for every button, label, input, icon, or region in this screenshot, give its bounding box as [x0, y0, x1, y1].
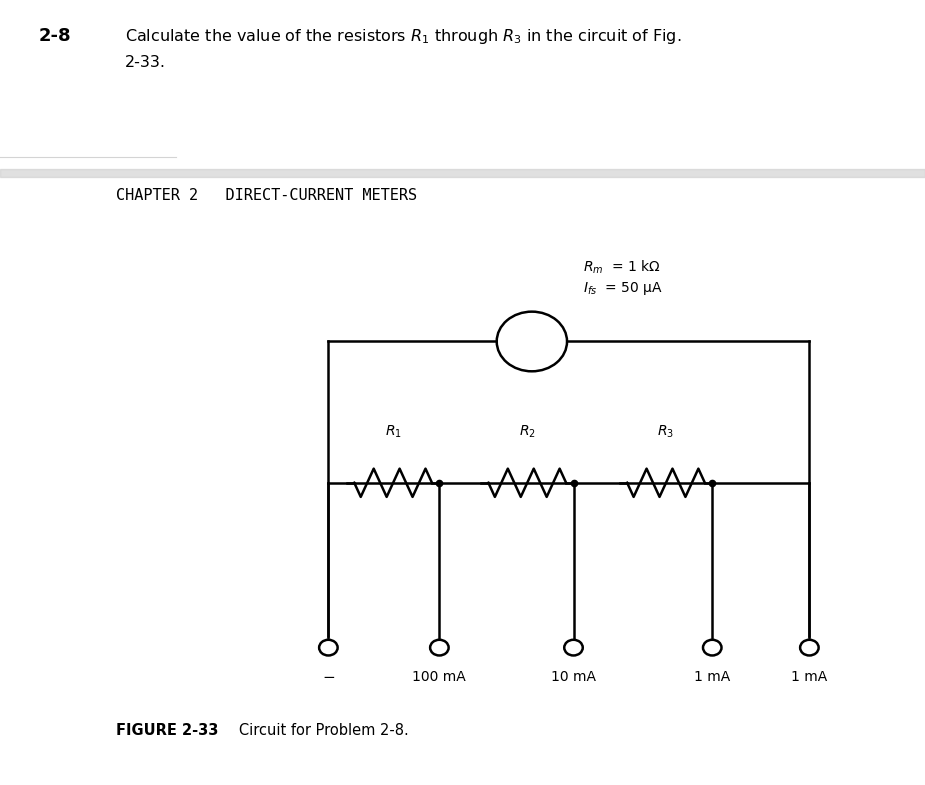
- Text: CHAPTER 2   DIRECT-CURRENT METERS: CHAPTER 2 DIRECT-CURRENT METERS: [116, 188, 417, 203]
- Text: Circuit for Problem 2-8.: Circuit for Problem 2-8.: [225, 723, 409, 738]
- Circle shape: [703, 640, 722, 655]
- Text: $R_3$: $R_3$: [658, 423, 674, 440]
- Circle shape: [564, 640, 583, 655]
- Text: $R_2$: $R_2$: [519, 423, 536, 440]
- Text: Calculate the value of the resistors $R_1$ through $R_3$ in the circuit of Fig.: Calculate the value of the resistors $R_…: [125, 27, 682, 46]
- Circle shape: [497, 312, 567, 371]
- Text: $R_1$: $R_1$: [385, 423, 401, 440]
- Text: 2-33.: 2-33.: [125, 55, 166, 70]
- Text: 2-8: 2-8: [39, 27, 71, 46]
- Text: −: −: [322, 670, 335, 685]
- Circle shape: [430, 640, 449, 655]
- Text: 100 mA: 100 mA: [413, 670, 466, 684]
- Text: $I_{fs}$  = 50 μA: $I_{fs}$ = 50 μA: [583, 280, 663, 298]
- Circle shape: [800, 640, 819, 655]
- Circle shape: [319, 640, 338, 655]
- Text: $R_m$  = 1 kΩ: $R_m$ = 1 kΩ: [583, 258, 660, 276]
- Text: 1 mA: 1 mA: [791, 670, 828, 684]
- Text: 1 mA: 1 mA: [694, 670, 731, 684]
- Text: 10 mA: 10 mA: [551, 670, 596, 684]
- Bar: [0, 169, 925, 177]
- Text: FIGURE 2-33: FIGURE 2-33: [116, 723, 218, 738]
